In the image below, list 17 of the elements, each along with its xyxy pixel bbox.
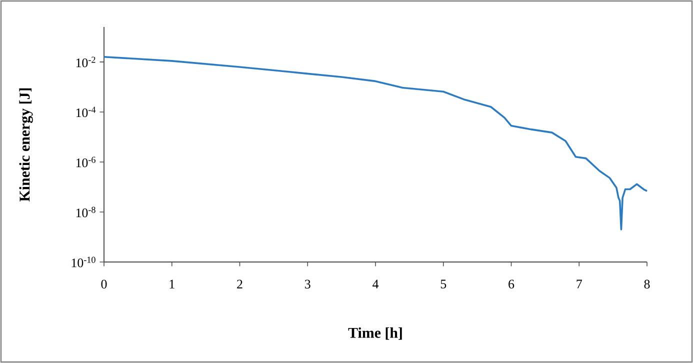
line-series [103, 56, 648, 230]
y-tick-label: 10$^{-10}$ [72, 256, 96, 268]
y-tick-label: 10$^{-2}$ [76, 56, 96, 68]
x-tick-label: 3 [305, 280, 310, 288]
x-tick-label: 2 [237, 280, 242, 288]
y-tick-label: 10$^{-8}$ [76, 206, 96, 218]
x-tick-label: 5 [440, 280, 446, 288]
x-tick-label: 8 [644, 280, 650, 289]
x-tick-label: 0 [101, 280, 107, 289]
x-tick-label: 4 [372, 280, 379, 288]
x-tick-label: 7 [576, 280, 582, 288]
y-tick-label: 10$^{-6}$ [76, 156, 96, 168]
x-tick-label: 1 [170, 280, 174, 288]
y-tick-label: 10$^{-4}$ [76, 106, 96, 118]
x-axis-title: Time [h] [348, 327, 402, 340]
y-axis-title: Kinetic energy [J] [19, 88, 33, 202]
x-tick-label: 6 [508, 280, 514, 288]
